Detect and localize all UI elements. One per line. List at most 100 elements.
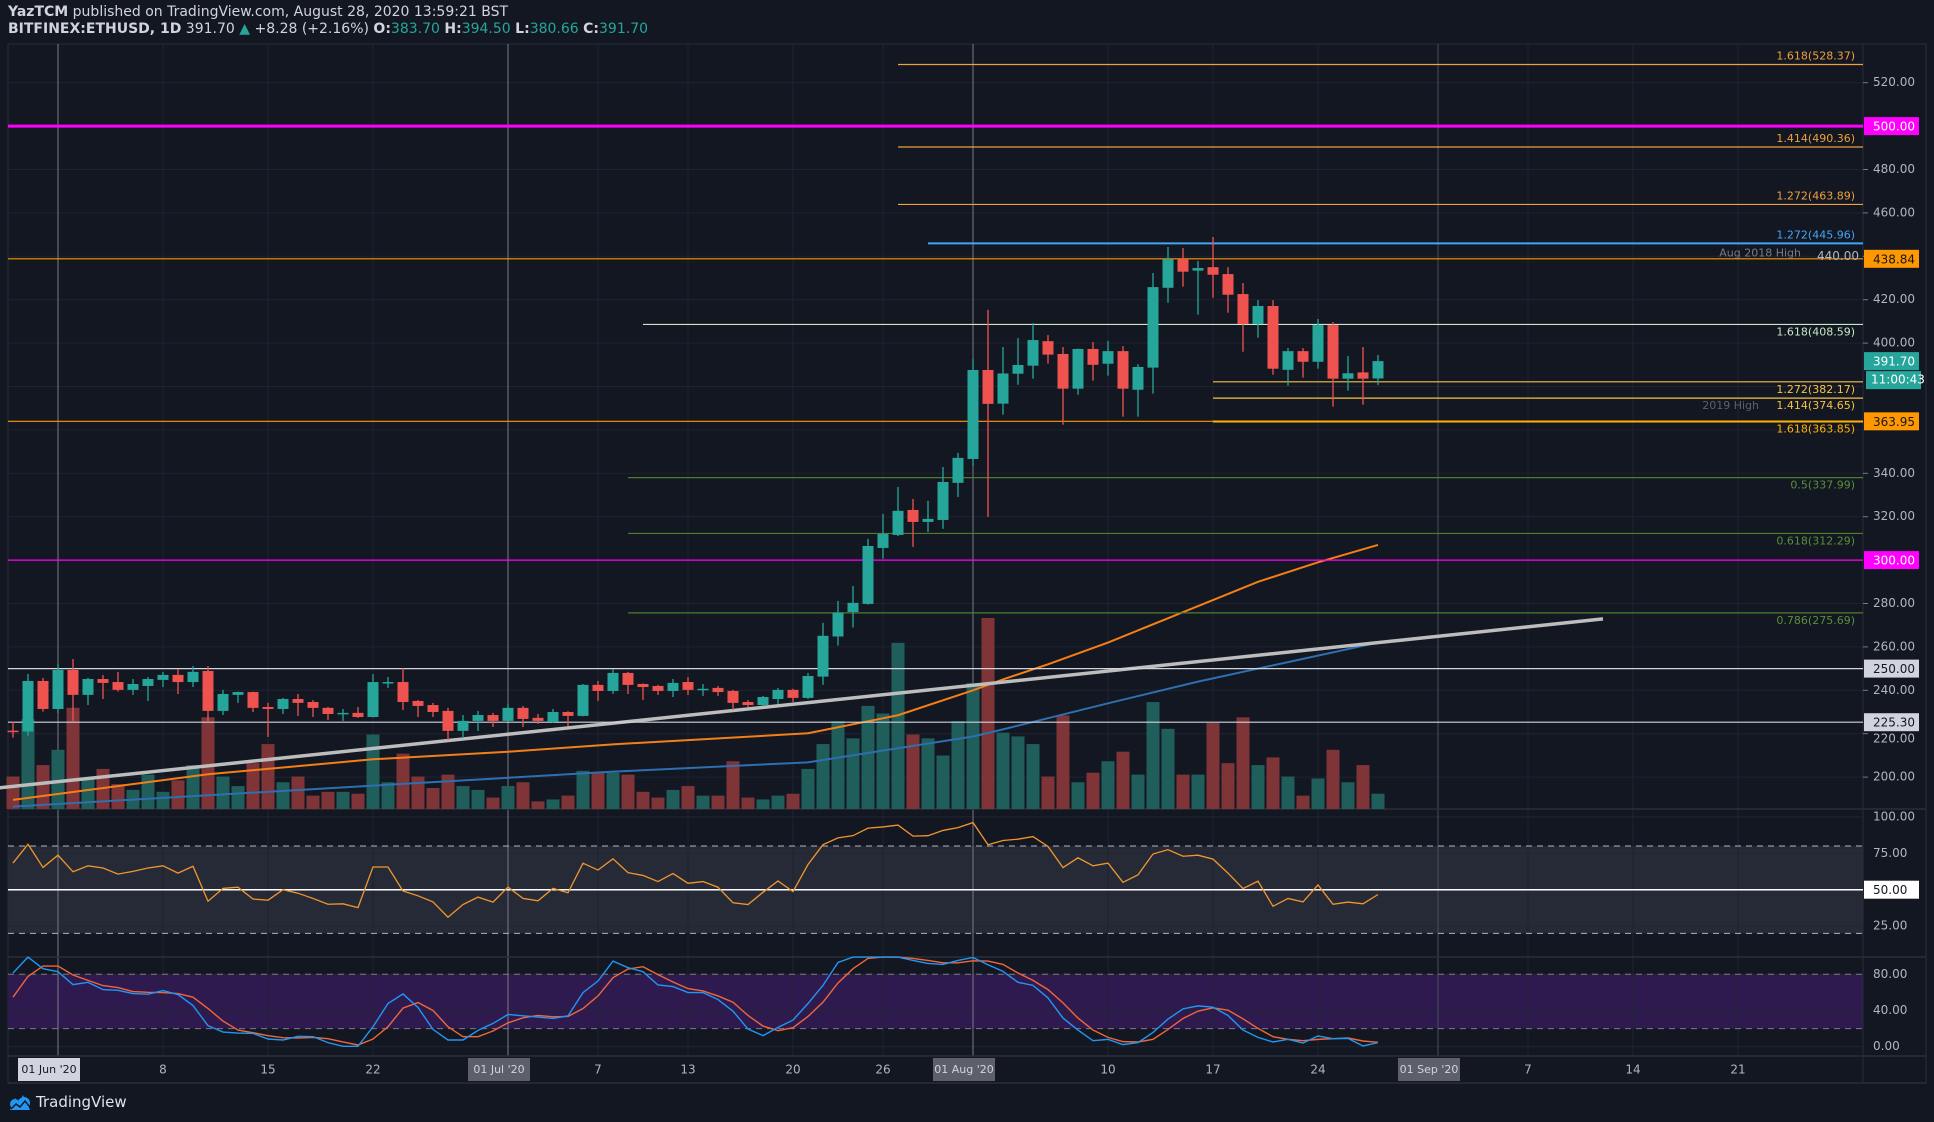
candle-body[interactable] — [907, 509, 919, 522]
candle-body[interactable] — [1282, 351, 1294, 370]
price-badge-bg — [1864, 551, 1919, 570]
candle-body[interactable] — [967, 370, 979, 459]
candle-body[interactable] — [427, 705, 439, 712]
candle-body[interactable] — [997, 373, 1009, 404]
candle-body[interactable] — [802, 675, 814, 698]
candle-body[interactable] — [352, 712, 364, 717]
candle-body[interactable] — [277, 698, 289, 709]
candle-body[interactable] — [772, 689, 784, 699]
candle-body[interactable] — [232, 692, 244, 695]
candle-body[interactable] — [847, 602, 859, 612]
candle-body[interactable] — [127, 684, 139, 690]
candle-body[interactable] — [292, 698, 304, 703]
candle-body[interactable] — [52, 669, 64, 709]
candle-body[interactable] — [1102, 351, 1114, 364]
candle-body[interactable] — [1237, 294, 1249, 325]
candle-body[interactable] — [787, 689, 799, 698]
candle-body[interactable] — [862, 545, 874, 604]
candle-body[interactable] — [682, 682, 694, 690]
candle-body[interactable] — [1057, 353, 1069, 389]
candle-body[interactable] — [592, 684, 604, 691]
candle-body[interactable] — [1327, 325, 1339, 379]
candle-body[interactable] — [607, 672, 619, 691]
candle-body[interactable] — [22, 680, 34, 732]
candle-body[interactable] — [1372, 361, 1384, 379]
candle-body[interactable] — [457, 720, 469, 731]
candle-body[interactable] — [742, 702, 754, 706]
candle-body[interactable] — [982, 370, 994, 404]
candle-body[interactable] — [307, 702, 319, 708]
candle-body[interactable] — [697, 688, 709, 691]
candle-body[interactable] — [472, 715, 484, 721]
candle-body[interactable] — [412, 700, 424, 706]
candle-body[interactable] — [1207, 267, 1219, 275]
candle-body[interactable] — [337, 712, 349, 715]
candle-body[interactable] — [637, 684, 649, 688]
candle-body[interactable] — [712, 687, 724, 693]
time-axis-label: 14 — [1625, 1063, 1640, 1077]
candle-body[interactable] — [1297, 351, 1309, 362]
tradingview-logo[interactable]: TradingView — [8, 1092, 127, 1112]
candle-body[interactable] — [1222, 274, 1234, 295]
candle-body[interactable] — [1162, 259, 1174, 288]
candle-body[interactable] — [442, 710, 454, 731]
candle-body[interactable] — [892, 510, 904, 535]
candle-body[interactable] — [817, 635, 829, 677]
candle-body[interactable] — [877, 533, 889, 548]
candle-body[interactable] — [202, 670, 214, 711]
candle-body[interactable] — [247, 692, 259, 708]
candle-body[interactable] — [187, 671, 199, 683]
candle-body[interactable] — [67, 669, 79, 695]
candle-body[interactable] — [832, 612, 844, 637]
author-name[interactable]: YazTCM — [8, 4, 69, 20]
candle-body[interactable] — [1042, 341, 1054, 355]
candle-body[interactable] — [1072, 348, 1084, 389]
candle-body[interactable] — [1312, 325, 1324, 362]
candle-body[interactable] — [1342, 373, 1354, 379]
candle-body[interactable] — [1012, 365, 1024, 374]
candle-body[interactable] — [502, 707, 514, 721]
candle-body[interactable] — [397, 682, 409, 703]
candle-body[interactable] — [652, 685, 664, 691]
candle-body[interactable] — [727, 690, 739, 703]
candle-body[interactable] — [547, 712, 559, 722]
candle-body[interactable] — [1192, 268, 1204, 271]
candle-body[interactable] — [382, 682, 394, 684]
candle-body[interactable] — [757, 697, 769, 706]
candle-body[interactable] — [622, 672, 634, 685]
candle-body[interactable] — [1357, 372, 1369, 379]
candle-body[interactable] — [37, 680, 49, 709]
candle-body[interactable] — [517, 707, 529, 719]
candle-body[interactable] — [532, 717, 544, 721]
candle-body[interactable] — [577, 684, 589, 716]
candle-body[interactable] — [142, 679, 154, 686]
candle-body[interactable] — [937, 481, 949, 520]
candle-body[interactable] — [1147, 287, 1159, 368]
candle-body[interactable] — [1267, 305, 1279, 369]
price-level-label: 1.414(490.36) — [1776, 132, 1855, 145]
ascending-trendline[interactable] — [0, 617, 1604, 790]
candle-body[interactable] — [322, 707, 334, 714]
candle-body[interactable] — [562, 712, 574, 716]
candle-body[interactable] — [1117, 351, 1129, 389]
candle-body[interactable] — [1027, 340, 1039, 366]
candle-body[interactable] — [487, 715, 499, 721]
candle-body[interactable] — [172, 674, 184, 683]
candle-body[interactable] — [217, 693, 229, 711]
candle-body[interactable] — [112, 682, 124, 690]
candle-body[interactable] — [82, 679, 94, 695]
candle-body[interactable] — [157, 674, 169, 680]
candle-body[interactable] — [1132, 366, 1144, 390]
candle-body[interactable] — [1177, 259, 1189, 272]
candle-body[interactable] — [952, 457, 964, 483]
candle-body[interactable] — [1252, 305, 1264, 325]
candle-body[interactable] — [97, 679, 109, 683]
candle-body[interactable] — [262, 707, 274, 709]
candle-body[interactable] — [1087, 348, 1099, 365]
candle-body[interactable] — [7, 730, 19, 733]
candle-body[interactable] — [922, 518, 934, 522]
candle-body[interactable] — [367, 682, 379, 717]
candle-body[interactable] — [667, 682, 679, 691]
volume-bar — [876, 713, 890, 809]
